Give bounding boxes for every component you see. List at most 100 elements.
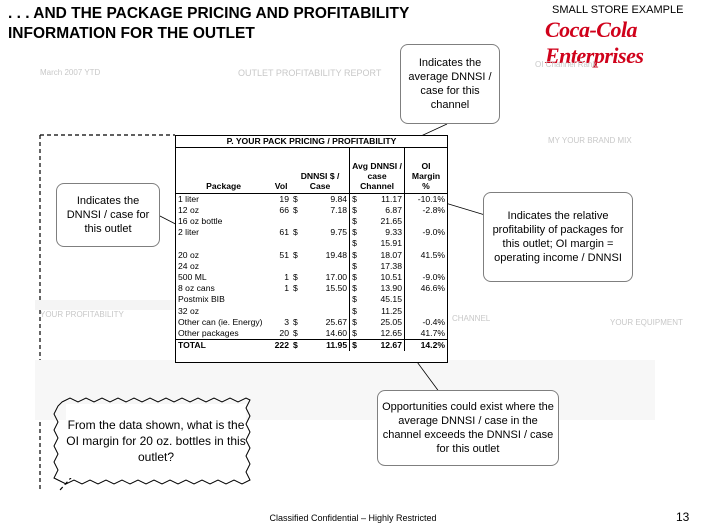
column-header: Vol: [271, 147, 291, 194]
table-row: 32 oz $11.25: [176, 305, 447, 317]
bg-text: March 2007 YTD: [40, 68, 101, 77]
page-number: 13: [676, 510, 690, 524]
currency-cell: $: [290, 339, 306, 352]
avg-dnnsi-cell: 6.87: [385, 204, 402, 215]
oi-margin-cell: [404, 305, 447, 317]
bg-text: CHANNEL: [452, 314, 491, 323]
package-cell: Postmix BIB: [178, 294, 225, 305]
oi-margin-cell: 46.6%: [404, 283, 447, 295]
table: P. YOUR PACK PRICING / PROFITABILITY Pac…: [176, 136, 447, 352]
dnnsi-cell: 15.50: [325, 283, 348, 294]
dnnsi-cell: 9.75: [330, 227, 348, 238]
callout: Indicates the average DNNSI / case for t…: [400, 44, 500, 124]
table-row: 24 oz $17.38: [176, 260, 447, 272]
column-header: DNNSI $ / Case: [290, 147, 350, 194]
currency-cell: $: [349, 227, 365, 239]
volume-cell: 66: [279, 204, 289, 215]
package-cell: 24 oz: [178, 260, 200, 271]
currency-cell: [291, 216, 306, 227]
dnnsi-cell: 19.48: [325, 249, 348, 260]
oi-margin-cell: -0.4%: [404, 316, 447, 328]
oi-margin-cell: -10.1%: [404, 193, 447, 205]
table-row: 500 ML 1 $17.00 $10.51 -9.0%: [176, 271, 447, 284]
table-row: $15.91: [176, 238, 447, 250]
volume-cell: 3: [284, 316, 289, 327]
currency-cell: $: [349, 260, 365, 272]
volume-cell: [271, 238, 291, 249]
package-cell: Other packages: [178, 327, 239, 338]
callout: Indicates the DNNSI / case for this outl…: [56, 183, 160, 247]
dnnsi-cell: 14.60: [325, 327, 348, 338]
table-row: 2 liter 61 $9.75 $9.33 -9.0%: [176, 227, 447, 239]
table-body: P. YOUR PACK PRICING / PROFITABILITY Pac…: [176, 136, 447, 352]
currency-cell: $: [292, 227, 298, 238]
currency-cell: [291, 261, 306, 272]
table-heading-row: P. YOUR PACK PRICING / PROFITABILITY: [176, 136, 447, 148]
callout: Indicates the relative profitability of …: [483, 192, 633, 282]
dnnsi-cell: 11.95: [305, 339, 350, 352]
dnnsi-cell: [306, 261, 350, 272]
dnnsi-cell: [306, 306, 350, 317]
package-cell: 12 oz: [178, 204, 200, 215]
question: From the data shown, what is the OI marg…: [66, 404, 246, 478]
oi-margin-cell: -2.8%: [404, 204, 447, 216]
table-row: 8 oz cans 1 $15.50 $13.90 46.6%: [176, 283, 447, 295]
bg-text: OUTLET PROFITABILITY REPORT: [238, 68, 382, 78]
oi-margin-cell: [404, 294, 447, 306]
title-line: . . . AND THE PACKAGE PRICING AND PROFIT…: [8, 5, 410, 22]
oi-margin-cell: 41.5%: [404, 249, 447, 261]
avg-dnnsi-cell: 12.65: [380, 327, 402, 338]
package-cell: 500 ML: [178, 271, 207, 282]
avg-dnnsi-cell: 11.25: [381, 305, 402, 316]
currency-cell: [291, 306, 306, 317]
volume-cell: 222: [271, 339, 291, 352]
avg-dnnsi-cell: 18.07: [380, 249, 402, 260]
oi-margin-cell: 41.7%: [404, 327, 447, 340]
bg-text: YOUR PROFITABILITY: [40, 310, 124, 319]
avg-dnnsi-cell: 11.17: [381, 193, 402, 204]
oi-margin-cell: -9.0%: [404, 271, 447, 284]
avg-dnnsi-cell: 25.05: [380, 316, 402, 327]
example-label: SMALL STORE EXAMPLE: [552, 4, 684, 16]
volume-cell: [271, 294, 291, 305]
package-cell: Other can (ie. Energy): [178, 316, 263, 327]
dnnsi-cell: [306, 294, 350, 305]
currency-cell: $: [349, 316, 365, 328]
volume-cell: 61: [279, 227, 289, 238]
package-cell: 16 oz bottle: [178, 215, 223, 226]
oi-margin-cell: [404, 260, 447, 272]
currency-cell: [291, 238, 306, 249]
volume-cell: 1: [284, 283, 289, 294]
currency-cell: $: [292, 249, 298, 260]
table-row: Postmix BIB $45.15: [176, 294, 447, 306]
avg-dnnsi-cell: 15.91: [380, 238, 402, 249]
currency-cell: $: [292, 327, 298, 338]
bg-text: YOUR EQUIPMENT: [610, 318, 683, 327]
table-row: 12 oz 66 $7.18 $6.87 -2.8%: [176, 204, 447, 216]
column-header: OI Margin %: [404, 147, 447, 194]
currency-cell: $: [349, 283, 365, 295]
table-row: Other can (ie. Energy) 3 $25.67 $25.05 -0.4%: [176, 316, 447, 328]
currency-cell: $: [292, 193, 298, 204]
dnnsi-cell: 9.84: [330, 193, 348, 204]
table-row: Other packages 20 $14.60 $12.65 41.7%: [176, 327, 447, 340]
column-header: Package: [176, 147, 272, 194]
oi-margin-cell: 14.2%: [404, 339, 447, 352]
avg-dnnsi-cell: 10.51: [380, 271, 402, 282]
currency-cell: $: [349, 249, 365, 261]
column-header-row: Package Vol DNNSI $ / Case Avg DNNSI / c…: [176, 147, 447, 194]
volume-cell: [271, 216, 291, 227]
currency-cell: $: [292, 316, 298, 327]
table-row: 16 oz bottle $21.65: [176, 215, 447, 228]
volume-cell: 51: [279, 249, 289, 260]
avg-dnnsi-cell: 17.38: [380, 260, 402, 271]
package-cell: 1 liter: [178, 193, 200, 204]
slide-title: . . . AND THE PACKAGE PRICING AND PROFIT…: [8, 4, 409, 44]
currency-cell: $: [292, 204, 298, 215]
package-cell: 8 oz cans: [178, 283, 215, 294]
volume-cell: 19: [279, 193, 289, 204]
footer: Classified Confidential – Highly Restric…: [269, 513, 437, 523]
package-cell: 32 oz: [178, 305, 200, 316]
currency-cell: $: [349, 204, 365, 216]
